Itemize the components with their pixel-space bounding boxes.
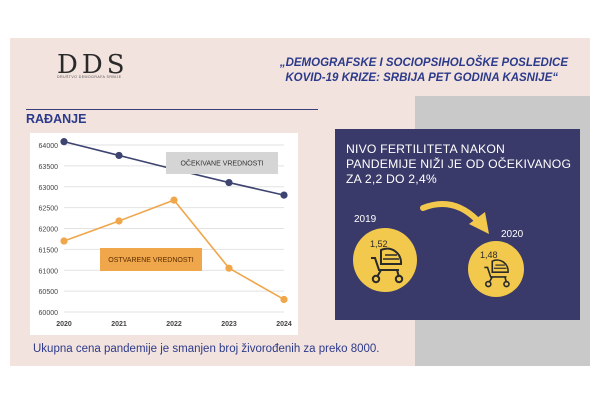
data-point bbox=[225, 178, 233, 187]
data-point bbox=[60, 237, 68, 245]
logo: DDS DRUŠTVO DEMOGRAFA SRBIJE bbox=[57, 52, 137, 82]
series-label-1: OČEKIVANE VREDNOSTI bbox=[180, 159, 263, 168]
year-2020-label: 2020 bbox=[501, 229, 524, 240]
y-tick-label: 64000 bbox=[39, 143, 59, 150]
header-title-line2: KOVID-19 KRIZE: SRBIJA PET GODINA KASNIJ… bbox=[285, 72, 558, 84]
y-tick-label: 62500 bbox=[39, 206, 59, 213]
footer-text: Ukupna cena pandemije je smanjen broj ži… bbox=[33, 343, 380, 355]
y-tick-label: 63000 bbox=[39, 185, 59, 192]
y-tick-label: 63500 bbox=[39, 164, 59, 171]
section-title: RAĐANJE bbox=[26, 112, 87, 126]
line-chart: 60000 60500 61000 61500 62000 62500 63000 63500… bbox=[39, 138, 292, 328]
series-label-2: OSTVARENE VREDNOSTI bbox=[108, 257, 193, 264]
data-point bbox=[280, 295, 288, 304]
panel-text: NIVO FERTILITETA NAKON PANDEMIJE NIŽI JE… bbox=[346, 142, 572, 186]
data-point bbox=[170, 196, 178, 204]
baby-stroller-icon bbox=[371, 247, 404, 284]
year-2019-label: 2019 bbox=[354, 214, 377, 225]
data-point bbox=[115, 151, 123, 160]
fertility-2019-value: 1,52 bbox=[370, 239, 388, 249]
data-point bbox=[60, 138, 68, 146]
x-tick-label: 2022 bbox=[166, 321, 182, 328]
logo-letters: DDS bbox=[57, 50, 129, 80]
circle-2019: 1,52 bbox=[353, 228, 417, 292]
chart-card: 60000 60500 61000 61500 62000 62500 63000 63500… bbox=[30, 133, 298, 335]
x-tick-label: 2024 bbox=[276, 321, 292, 328]
x-tick-label: 2021 bbox=[111, 321, 127, 328]
data-point bbox=[225, 264, 233, 272]
y-tick-label: 60000 bbox=[39, 310, 59, 317]
curved-arrow-icon bbox=[420, 201, 489, 234]
logo-subtitle: DRUŠTVO DEMOGRAFA SRBIJE bbox=[57, 75, 122, 79]
y-tick-label: 60500 bbox=[39, 289, 59, 296]
circle-2020: 1,48 bbox=[468, 241, 524, 297]
data-point bbox=[115, 217, 123, 225]
x-tick-label: 2023 bbox=[221, 321, 237, 328]
section-divider bbox=[26, 109, 318, 110]
x-tick-label: 2020 bbox=[56, 321, 72, 328]
y-tick-label: 62000 bbox=[39, 227, 59, 234]
fertility-2020-value: 1,48 bbox=[480, 250, 498, 260]
y-tick-label: 61500 bbox=[39, 247, 59, 254]
data-point bbox=[280, 191, 288, 199]
series-label-box-2 bbox=[100, 248, 202, 271]
fertility-panel: NIVO FERTILITETA NAKON PANDEMIJE NIŽI JE… bbox=[335, 129, 580, 320]
baby-stroller-icon bbox=[484, 259, 510, 288]
header-title-line1: „DEMOGRAFSKE I SOCIOPSIHOLOŠKE POSLEDICE bbox=[279, 57, 568, 69]
y-tick-label: 61000 bbox=[39, 268, 59, 275]
series-label-box-1 bbox=[166, 152, 278, 174]
